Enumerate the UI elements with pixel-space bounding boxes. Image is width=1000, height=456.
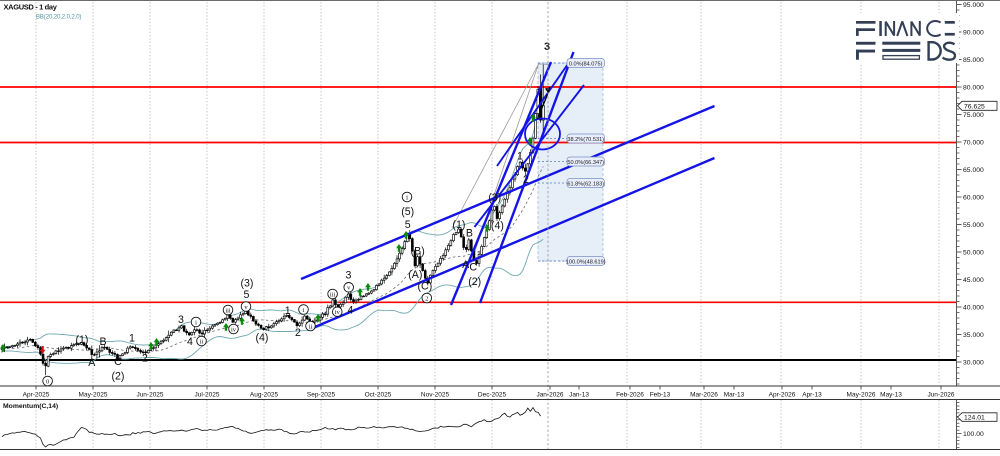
svg-text:iv: iv <box>335 309 341 316</box>
svg-text:124.01: 124.01 <box>964 415 985 422</box>
svg-text:(3): (3) <box>488 192 501 204</box>
svg-text:55.000: 55.000 <box>963 222 984 229</box>
svg-text:4: 4 <box>348 304 354 316</box>
svg-text:B: B <box>466 227 473 239</box>
svg-text:A: A <box>88 357 96 369</box>
svg-text:80.000: 80.000 <box>963 84 984 91</box>
svg-text:Apr-13: Apr-13 <box>802 391 822 398</box>
svg-text:3: 3 <box>178 314 184 326</box>
svg-text:30.000: 30.000 <box>963 359 984 366</box>
svg-text:40.000: 40.000 <box>963 304 984 311</box>
svg-text:Apr-2025: Apr-2025 <box>23 391 50 398</box>
svg-text:38.2%(70.531): 38.2%(70.531) <box>567 137 604 143</box>
svg-text:5: 5 <box>405 219 411 231</box>
svg-text:1: 1 <box>517 151 523 163</box>
svg-text:BB(20,20,2.0,2.0): BB(20,20,2.0,2.0) <box>36 14 81 20</box>
svg-text:50.000: 50.000 <box>963 249 984 256</box>
svg-text:iv: iv <box>231 326 237 333</box>
svg-text:Feb-2026: Feb-2026 <box>616 391 644 398</box>
svg-text:3: 3 <box>346 269 352 281</box>
svg-text:60.000: 60.000 <box>963 194 984 201</box>
svg-text:Mar-13: Mar-13 <box>724 391 745 398</box>
svg-text:(5): (5) <box>401 206 414 218</box>
svg-text:A: A <box>462 259 470 271</box>
svg-text:C: C <box>114 356 122 368</box>
svg-text:1: 1 <box>405 194 408 201</box>
svg-text:Dec-2025: Dec-2025 <box>478 391 507 398</box>
svg-text:B: B <box>99 336 106 348</box>
svg-text:61.8%(62.183): 61.8%(62.183) <box>567 181 604 187</box>
svg-text:100.00: 100.00 <box>963 431 984 438</box>
svg-text:5: 5 <box>244 289 250 301</box>
svg-text:90.000: 90.000 <box>963 29 984 36</box>
svg-text:i: i <box>195 319 197 326</box>
svg-text:95.000: 95.000 <box>963 2 984 9</box>
svg-text:Sep-2025: Sep-2025 <box>307 391 336 398</box>
svg-text:70.000: 70.000 <box>963 139 984 146</box>
svg-text:4: 4 <box>187 336 193 348</box>
svg-text:65.000: 65.000 <box>963 167 984 174</box>
svg-text:(2): (2) <box>468 276 481 288</box>
svg-text:100.0%(48.619): 100.0%(48.619) <box>566 259 606 265</box>
svg-text:Jun-2025: Jun-2025 <box>136 391 163 398</box>
svg-text:2: 2 <box>142 352 148 364</box>
svg-text:85.000: 85.000 <box>963 57 984 64</box>
svg-text:ii: ii <box>309 323 313 330</box>
svg-text:(1): (1) <box>76 334 89 346</box>
svg-text:1: 1 <box>285 305 291 317</box>
svg-text:(A): (A) <box>408 269 422 281</box>
svg-text:2: 2 <box>425 295 428 302</box>
svg-text:3: 3 <box>544 41 550 53</box>
svg-text:May-13: May-13 <box>880 391 902 398</box>
svg-text:May-2026: May-2026 <box>847 391 876 398</box>
svg-text:(2): (2) <box>112 370 125 382</box>
svg-text:v: v <box>347 285 351 292</box>
svg-text:Feb-13: Feb-13 <box>650 391 671 398</box>
svg-text:Apr-2026: Apr-2026 <box>769 391 796 398</box>
svg-text:XAGUSD - 1 day: XAGUSD - 1 day <box>4 2 58 11</box>
svg-text:(C): (C) <box>418 281 433 293</box>
svg-text:2: 2 <box>523 174 529 186</box>
svg-text:v: v <box>244 304 248 311</box>
svg-text:(4): (4) <box>491 220 504 232</box>
svg-text:(1): (1) <box>452 219 465 231</box>
svg-text:ii: ii <box>200 338 204 345</box>
svg-text:35.000: 35.000 <box>963 332 984 339</box>
svg-text:Jul-2025: Jul-2025 <box>195 391 220 398</box>
svg-text:75.000: 75.000 <box>963 112 984 119</box>
svg-text:(4): (4) <box>256 332 269 344</box>
svg-text:76.625: 76.625 <box>964 103 985 110</box>
svg-text:Oct-2025: Oct-2025 <box>365 391 392 398</box>
svg-text:(B): (B) <box>411 245 425 257</box>
svg-text:iii: iii <box>225 307 231 314</box>
svg-text:0.0%(84.075): 0.0%(84.075) <box>569 61 603 67</box>
svg-text:Jun-2026: Jun-2026 <box>927 391 954 398</box>
svg-text:May-2025: May-2025 <box>79 391 108 398</box>
svg-text:Nov-2025: Nov-2025 <box>421 391 450 398</box>
svg-text:2: 2 <box>295 327 301 339</box>
svg-text:i: i <box>303 307 305 314</box>
svg-text:50.0%(66.347): 50.0%(66.347) <box>567 160 604 166</box>
svg-text:0: 0 <box>46 378 49 385</box>
svg-text:1: 1 <box>129 332 135 344</box>
svg-text:Momentum(C,14): Momentum(C,14) <box>3 403 58 410</box>
svg-text:Aug-2025: Aug-2025 <box>250 391 279 398</box>
svg-text:45.000: 45.000 <box>963 277 984 284</box>
svg-text:Jan-2026: Jan-2026 <box>536 391 563 398</box>
svg-text:Jan-13: Jan-13 <box>569 391 589 398</box>
svg-text:Mar-2026: Mar-2026 <box>690 391 718 398</box>
svg-text:C: C <box>469 262 477 274</box>
svg-text:(3): (3) <box>241 277 254 289</box>
svg-text:iii: iii <box>330 291 336 298</box>
